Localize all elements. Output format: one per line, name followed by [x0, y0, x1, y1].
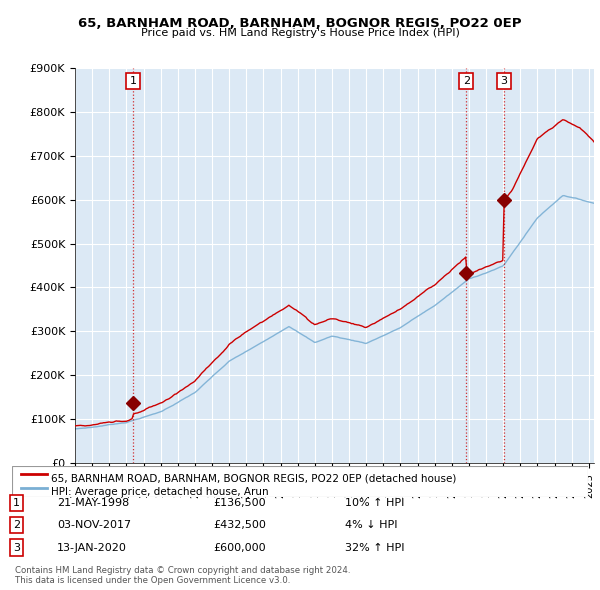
Text: HPI: Average price, detached house, Arun: HPI: Average price, detached house, Arun: [51, 487, 269, 497]
Text: 10% ↑ HPI: 10% ↑ HPI: [345, 498, 404, 507]
Text: 21-MAY-1998: 21-MAY-1998: [57, 498, 129, 507]
Text: 2: 2: [13, 520, 20, 530]
Text: Price paid vs. HM Land Registry's House Price Index (HPI): Price paid vs. HM Land Registry's House …: [140, 28, 460, 38]
Text: 3: 3: [500, 76, 507, 86]
Text: 1: 1: [130, 76, 136, 86]
Text: £600,000: £600,000: [213, 543, 266, 552]
Text: 65, BARNHAM ROAD, BARNHAM, BOGNOR REGIS, PO22 0EP: 65, BARNHAM ROAD, BARNHAM, BOGNOR REGIS,…: [78, 17, 522, 30]
Text: 1: 1: [13, 498, 20, 507]
Text: 65, BARNHAM ROAD, BARNHAM, BOGNOR REGIS, PO22 0EP (detached house): 65, BARNHAM ROAD, BARNHAM, BOGNOR REGIS,…: [51, 473, 457, 483]
Text: £136,500: £136,500: [213, 498, 266, 507]
Text: 4% ↓ HPI: 4% ↓ HPI: [345, 520, 398, 530]
Text: 03-NOV-2017: 03-NOV-2017: [57, 520, 131, 530]
Text: Contains HM Land Registry data © Crown copyright and database right 2024.
This d: Contains HM Land Registry data © Crown c…: [15, 566, 350, 585]
Text: 3: 3: [13, 543, 20, 552]
Text: 2: 2: [463, 76, 470, 86]
Text: £432,500: £432,500: [213, 520, 266, 530]
Text: 13-JAN-2020: 13-JAN-2020: [57, 543, 127, 552]
Text: 32% ↑ HPI: 32% ↑ HPI: [345, 543, 404, 552]
